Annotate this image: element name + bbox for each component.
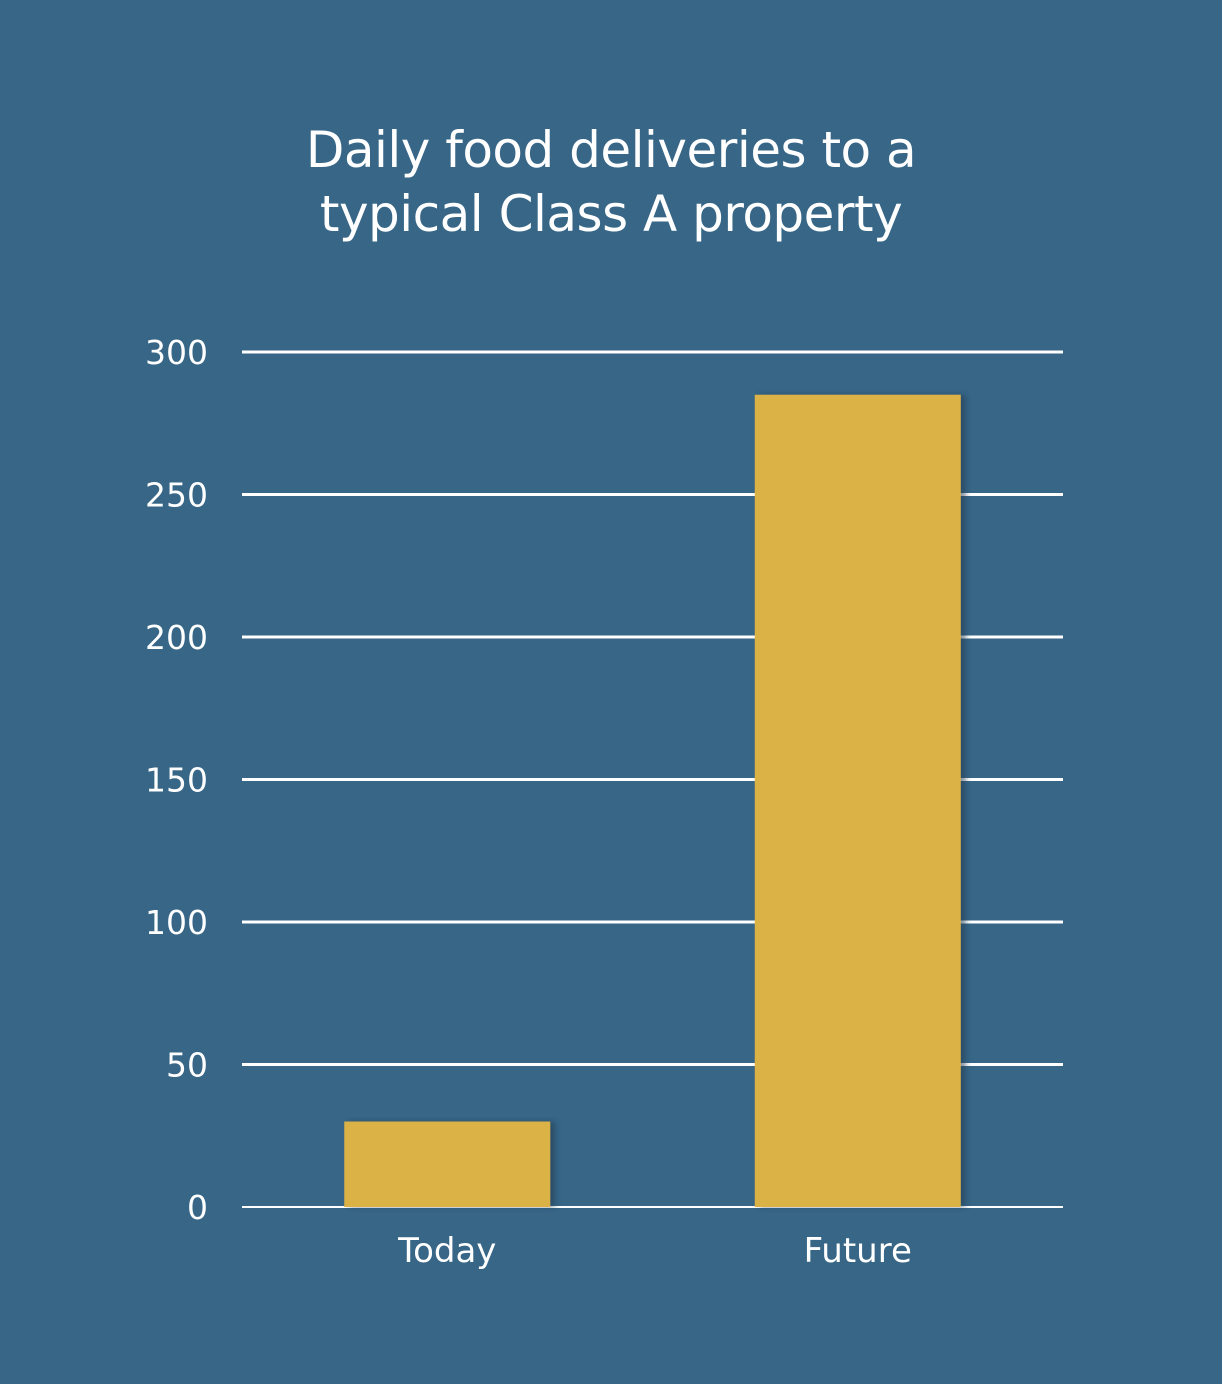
y-tick-label: 0	[187, 1188, 208, 1227]
y-tick-label: 200	[145, 618, 208, 657]
bar-future	[754, 394, 961, 1207]
y-tick-label: 300	[145, 333, 208, 372]
y-tick-label: 150	[145, 761, 208, 800]
y-axis-tick-labels: 0 50 100 150 200 250 300	[145, 333, 208, 1227]
y-tick-label: 50	[166, 1046, 208, 1085]
bar-today	[344, 1121, 551, 1207]
bars	[344, 394, 961, 1207]
x-axis-category-labels: Today Future	[397, 1231, 912, 1271]
chart-title-line-1: Daily food deliveries to a	[305, 121, 917, 179]
y-tick-label: 250	[145, 476, 208, 515]
x-category-label: Future	[804, 1231, 912, 1271]
chart-title-line-2: typical Class A property	[319, 185, 903, 243]
y-tick-label: 100	[145, 903, 208, 942]
chart-title: Daily food deliveries to a typical Class…	[0, 118, 1222, 246]
x-category-label: Today	[397, 1231, 496, 1271]
